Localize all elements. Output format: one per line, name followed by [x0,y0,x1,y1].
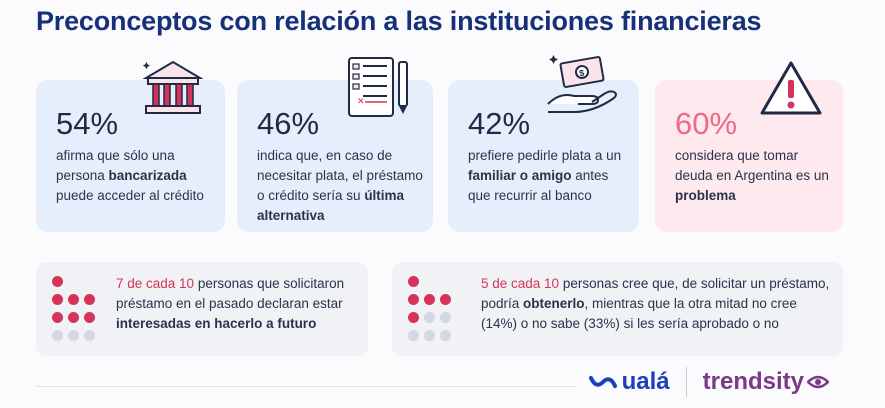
dot [424,294,435,305]
dot [440,294,451,305]
dot [52,312,63,323]
stat-description: prefiere pedirle plata a un familiar o a… [468,148,622,203]
dot [424,312,435,323]
dot [408,276,419,287]
dot [84,294,95,305]
stat-percentage: 46% [257,106,320,141]
uala-logo: ualá [588,368,670,396]
eye-icon [807,375,829,389]
stat-card-ultima-alternativa: ✕ 46% indica que, en caso de necesitar p… [237,57,433,232]
page-title: Preconceptos con relación a las instituc… [36,6,762,36]
insight-box-interesadas: 7 de cada 10 personas que solicitaron pr… [36,262,368,356]
dot [68,330,79,341]
trendsity-logo: trendsity [703,368,829,396]
uala-wave-icon [588,376,617,388]
svg-text:$: $ [578,68,585,79]
document-pen-icon: ✕ [348,57,408,117]
dot [52,276,63,287]
dot [408,294,419,305]
stat-card-familiar-amigo: $ 42% prefiere pedirle plata a un famili… [448,55,639,232]
bank-icon [142,60,204,114]
dot [52,330,63,341]
dot [84,330,95,341]
dot [84,312,95,323]
stat-description: afirma que sólo una persona bancarizada … [56,148,204,203]
money-hand-icon: $ [547,55,617,113]
footer-logos: ualá trendsity [588,366,829,398]
stat-card-bancarizada: 54% afirma que sólo una persona bancariz… [36,60,225,232]
dot [440,312,451,323]
stat-percentage: 60% [675,106,738,141]
dot [408,312,419,323]
dot [68,294,79,305]
stat-description: considera que tomar deuda en Argentina e… [675,148,829,203]
warning-icon [760,61,822,115]
stat-percentage: 42% [468,106,531,141]
stat-description: indica que, en caso de necesitar plata, … [257,148,423,223]
insight-text: 7 de cada 10 personas que solicitaron pr… [116,276,345,331]
logo-separator [685,367,687,397]
dot [52,294,63,305]
stat-percentage: 54% [56,106,119,141]
dot [440,330,451,341]
insight-text: 5 de cada 10 personas cree que, de solic… [481,276,830,331]
dot [424,330,435,341]
dot [68,312,79,323]
dot [408,330,419,341]
insight-box-obtenerlo: 5 de cada 10 personas cree que, de solic… [392,262,843,356]
footer-divider [36,386,576,387]
svg-text:✕: ✕ [357,96,365,106]
stat-card-problema: 60% considera que tomar deuda en Argenti… [655,61,843,232]
